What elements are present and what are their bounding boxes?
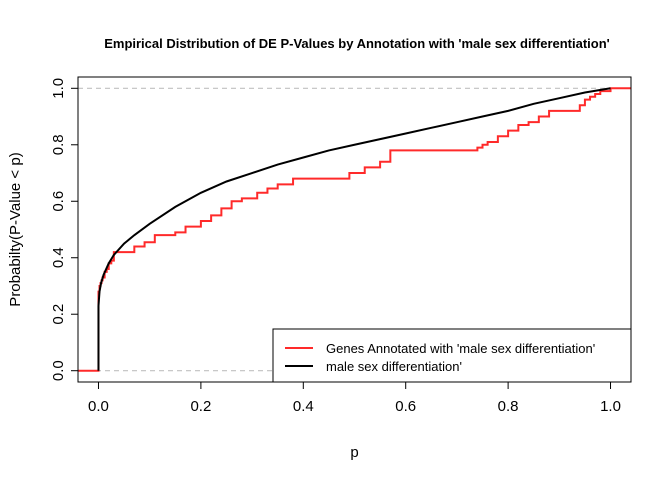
y-tick-label: 0.8 [50,134,67,155]
legend-label-annotated: Genes Annotated with 'male sex different… [326,341,595,356]
x-axis: 0.0 0.2 0.4 0.6 0.8 1.0 [88,382,621,415]
x-tick-label: 1.0 [600,398,621,415]
series-annotated-genes-line [78,87,631,372]
y-tick-label: 1.0 [50,78,67,99]
y-tick-label: 0.6 [50,191,67,212]
y-tick-label: 0.2 [50,304,67,325]
x-tick-label: 0.0 [88,398,109,415]
y-axis-label: Probabilty(P-Value < p) [7,152,24,306]
chart-title: Empirical Distribution of DE P-Values by… [104,36,610,51]
y-axis: 0.0 0.2 0.4 0.6 0.8 1.0 [50,78,78,381]
x-tick-label: 0.8 [498,398,519,415]
reference-lines [78,87,631,372]
legend-label-background: male sex differentiation' [326,359,462,374]
x-tick-label: 0.6 [395,398,416,415]
series-background-line [97,87,611,371]
y-tick-label: 0.4 [50,247,67,268]
legend: Genes Annotated with 'male sex different… [272,328,632,383]
x-tick-label: 0.2 [190,398,211,415]
x-axis-label: p [350,444,358,461]
x-tick-label: 0.4 [293,398,314,415]
legend-box [272,328,632,383]
y-tick-label: 0.0 [50,360,67,381]
series-layer [78,87,631,372]
